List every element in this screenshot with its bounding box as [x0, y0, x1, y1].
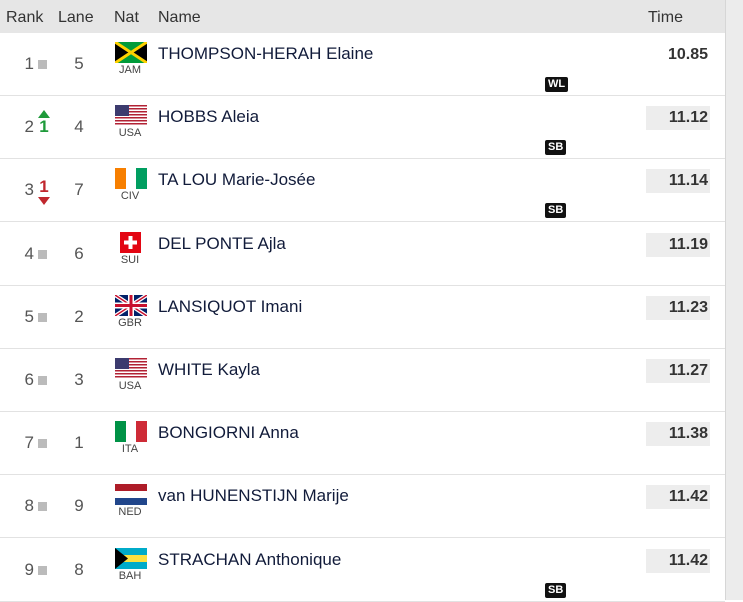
lane: 2: [74, 306, 84, 326]
athlete-name: van HUNENSTIJN Marije: [158, 486, 349, 506]
rank-unchanged: [38, 565, 47, 575]
rank: 5: [24, 306, 34, 326]
nat-code: BAH: [118, 569, 142, 582]
result-row: 3 1 7 CIV TA LOU Marie-Josée 11.14 SB: [0, 159, 725, 223]
flag: [115, 294, 147, 316]
nat-code: CIV: [120, 190, 140, 203]
athlete-name: WHITE Kayla: [158, 360, 261, 379]
time-header: Time: [648, 9, 683, 26]
nat-code: JAM: [119, 64, 141, 76]
table-header: Rank Lane Nat Name Time: [0, 0, 725, 33]
result-row: 1 5 JAM THOMPSON-HERAH Elaine 10.85 WL: [0, 33, 725, 96]
athlete-name: HOBBS Aleia: [158, 107, 260, 127]
name-header: Name: [158, 9, 201, 26]
scrollbar: [725, 0, 743, 600]
time: 11.38: [646, 422, 710, 447]
rank-change: 1: [39, 117, 49, 137]
result-row: 7 1 ITA BONGIORNI Anna 11.38: [0, 412, 725, 476]
rank: 1: [24, 54, 34, 73]
flag: [115, 42, 147, 63]
athlete-name: LANSIQUOT Imani: [158, 296, 303, 316]
lane: 4: [74, 117, 84, 137]
rank-unchanged: [38, 502, 47, 512]
result-row: 2 1 4 USA HOBBS Aleia 11.12 SB: [0, 96, 725, 160]
nat-code: USA: [118, 380, 142, 392]
athlete-name: DEL PONTE Ajla: [158, 233, 286, 253]
lane: 5: [74, 54, 84, 73]
lane: 7: [74, 180, 84, 200]
arrow-up: [38, 110, 50, 119]
time: 11.14: [646, 169, 710, 194]
lane-header: Lane: [58, 9, 94, 26]
flag: [115, 421, 147, 443]
athlete-name: TA LOU Marie-Josée: [158, 170, 316, 190]
lane: 3: [74, 370, 84, 389]
time: 11.12: [646, 106, 710, 131]
time: 11.19: [646, 232, 710, 257]
rank: 7: [24, 433, 34, 453]
record-badge: WL: [545, 77, 569, 92]
record-badge: SB: [545, 140, 567, 156]
rank-change: 1: [39, 177, 49, 197]
athlete-name: THOMPSON-HERAH Elaine: [158, 44, 374, 63]
rank-unchanged: [38, 60, 47, 69]
flag: [115, 484, 147, 506]
time: 11.27: [646, 359, 710, 383]
nat-code: USA: [118, 127, 142, 140]
nat-code: ITA: [121, 443, 139, 456]
athlete-name: BONGIORNI Anna: [158, 423, 299, 443]
rank-unchanged: [38, 249, 47, 259]
nat-code: NED: [118, 506, 142, 519]
time: 11.42: [646, 485, 710, 510]
flag: [115, 168, 147, 190]
rank: 4: [24, 243, 34, 263]
result-row: 8 9 NED van HUNENSTIJN Marije 11.42: [0, 475, 725, 539]
nat-code: SUI: [120, 253, 140, 266]
flag: [115, 547, 147, 569]
nat-code: GBR: [118, 316, 142, 329]
rank-unchanged: [38, 439, 47, 449]
result-row: 4 6 SUI DEL PONTE Ajla 11.19: [0, 223, 725, 286]
rank-unchanged: [38, 312, 47, 322]
result-row: 5 2 GBR LANSIQUOT Imani 11.23: [0, 286, 725, 349]
record-badge: SB: [545, 582, 567, 598]
athlete-name: STRACHAN Anthonique: [158, 549, 342, 569]
lane: 6: [74, 243, 84, 263]
arrow-down: [38, 197, 50, 206]
result-row: 9 8 BAH STRACHAN Anthonique 11.42 SB: [0, 539, 725, 602]
rank: 9: [24, 559, 34, 579]
lane: 1: [74, 433, 84, 453]
nat-header: Nat: [114, 9, 139, 26]
rank-header: Rank: [6, 9, 44, 26]
rank: 6: [24, 370, 34, 389]
time: 11.42: [646, 548, 710, 573]
lane: 8: [74, 559, 84, 579]
flag: [120, 231, 141, 253]
time: 11.23: [646, 295, 710, 320]
time: 10.85: [667, 46, 708, 63]
flag: [115, 358, 147, 379]
rank: 8: [24, 496, 34, 516]
rank: 2: [24, 117, 34, 137]
record-badge: SB: [545, 203, 567, 219]
lane: 9: [74, 496, 84, 516]
rank-unchanged: [38, 376, 47, 385]
rank: 3: [24, 180, 34, 200]
result-row: 6 3 USA WHITE Kayla 11.27: [0, 349, 725, 412]
flag: [115, 105, 147, 127]
